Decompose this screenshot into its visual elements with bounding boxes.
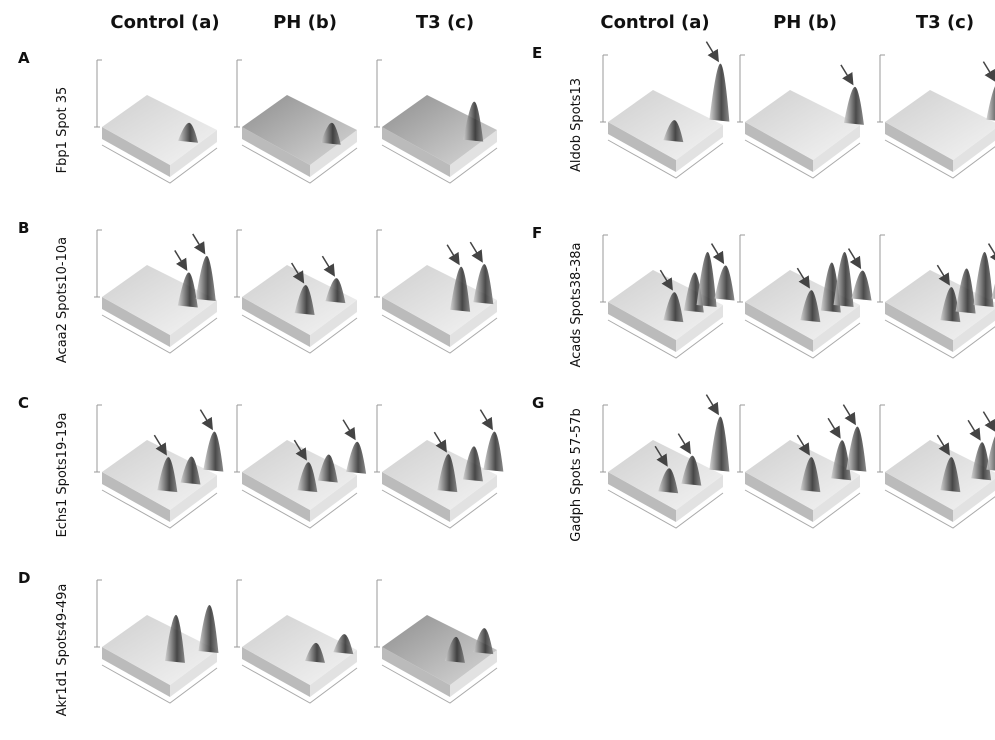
peak: [715, 266, 735, 301]
figure: Control (a) PH (b) T3 (c) Control (a) PH…: [0, 0, 995, 740]
surface-plot: [737, 235, 872, 358]
surface-plot: [94, 580, 218, 703]
row-label: Acaa2 Spots10-10a: [55, 237, 70, 363]
peak: [709, 417, 729, 472]
row-letter: D: [18, 569, 30, 587]
arrow: [712, 244, 723, 262]
surface-plot: [600, 42, 729, 178]
surface-plot: [737, 405, 866, 528]
arrow: [200, 410, 211, 428]
arrow: [678, 434, 689, 452]
arrow: [841, 65, 852, 83]
arrow: [706, 42, 717, 60]
peak: [709, 64, 729, 122]
column-header: PH (b): [773, 12, 837, 33]
arrow: [968, 420, 979, 438]
column-header: T3 (c): [916, 12, 974, 33]
column-header: PH (b): [273, 12, 337, 33]
arrow: [322, 256, 333, 274]
row-label: Fbp1 Spot 35: [55, 87, 70, 174]
surface-plot: [877, 405, 995, 528]
peak: [974, 252, 994, 307]
arrow: [989, 244, 995, 262]
arrow: [175, 250, 186, 268]
surface-plot: [600, 395, 729, 528]
surface-plot: [374, 230, 497, 353]
row-label: Gadph Spots 57-57b: [569, 408, 584, 541]
surface-plot: [234, 580, 357, 703]
row-label: Echs1 Spots19-19a: [55, 413, 70, 538]
row-label: Aldob Spots13: [569, 78, 584, 172]
peak: [986, 434, 995, 472]
arrow: [343, 420, 354, 438]
surface-plot: [737, 55, 864, 178]
arrow: [849, 249, 860, 267]
peak: [844, 87, 864, 125]
column-header: Control (a): [110, 12, 219, 33]
row-label: Acads Spots38-38a: [569, 242, 584, 367]
surface-plot: [234, 230, 357, 353]
row-label: Akr1d1 Spots49-49a: [55, 584, 70, 717]
peak: [473, 264, 493, 304]
row-letter: E: [532, 44, 542, 62]
surface-plot: [877, 235, 995, 358]
peak: [203, 432, 223, 472]
surface-plot: [374, 405, 503, 528]
row-letter: B: [18, 219, 29, 237]
arrow: [983, 412, 994, 430]
arrow: [843, 405, 854, 423]
surface-plot: [877, 55, 995, 178]
arrow: [470, 242, 481, 260]
peak: [198, 605, 218, 653]
column-header: T3 (c): [416, 12, 474, 33]
arrow: [447, 245, 458, 263]
arrow: [983, 62, 994, 80]
peak: [986, 84, 995, 122]
surface-plot: [234, 405, 366, 528]
arrow: [706, 395, 717, 413]
arrow: [480, 410, 491, 428]
arrow: [193, 234, 204, 252]
peak: [483, 432, 503, 472]
row-letter: A: [18, 49, 30, 67]
surface-plot: [234, 60, 357, 183]
column-header: Control (a): [600, 12, 709, 33]
surface-plot: [600, 235, 735, 358]
row-letter: G: [532, 394, 544, 412]
peak: [196, 256, 216, 301]
arrow: [828, 418, 839, 436]
peak: [697, 252, 717, 307]
peak: [346, 442, 366, 474]
surface-plot: [374, 580, 497, 703]
peak: [846, 427, 866, 472]
row-letter: C: [18, 394, 29, 412]
surface-plot: [94, 405, 223, 528]
surface-plot: [374, 60, 497, 183]
peak: [852, 271, 872, 301]
surface-plot: [94, 230, 217, 353]
row-letter: F: [532, 224, 542, 242]
surface-plot: [94, 60, 217, 183]
